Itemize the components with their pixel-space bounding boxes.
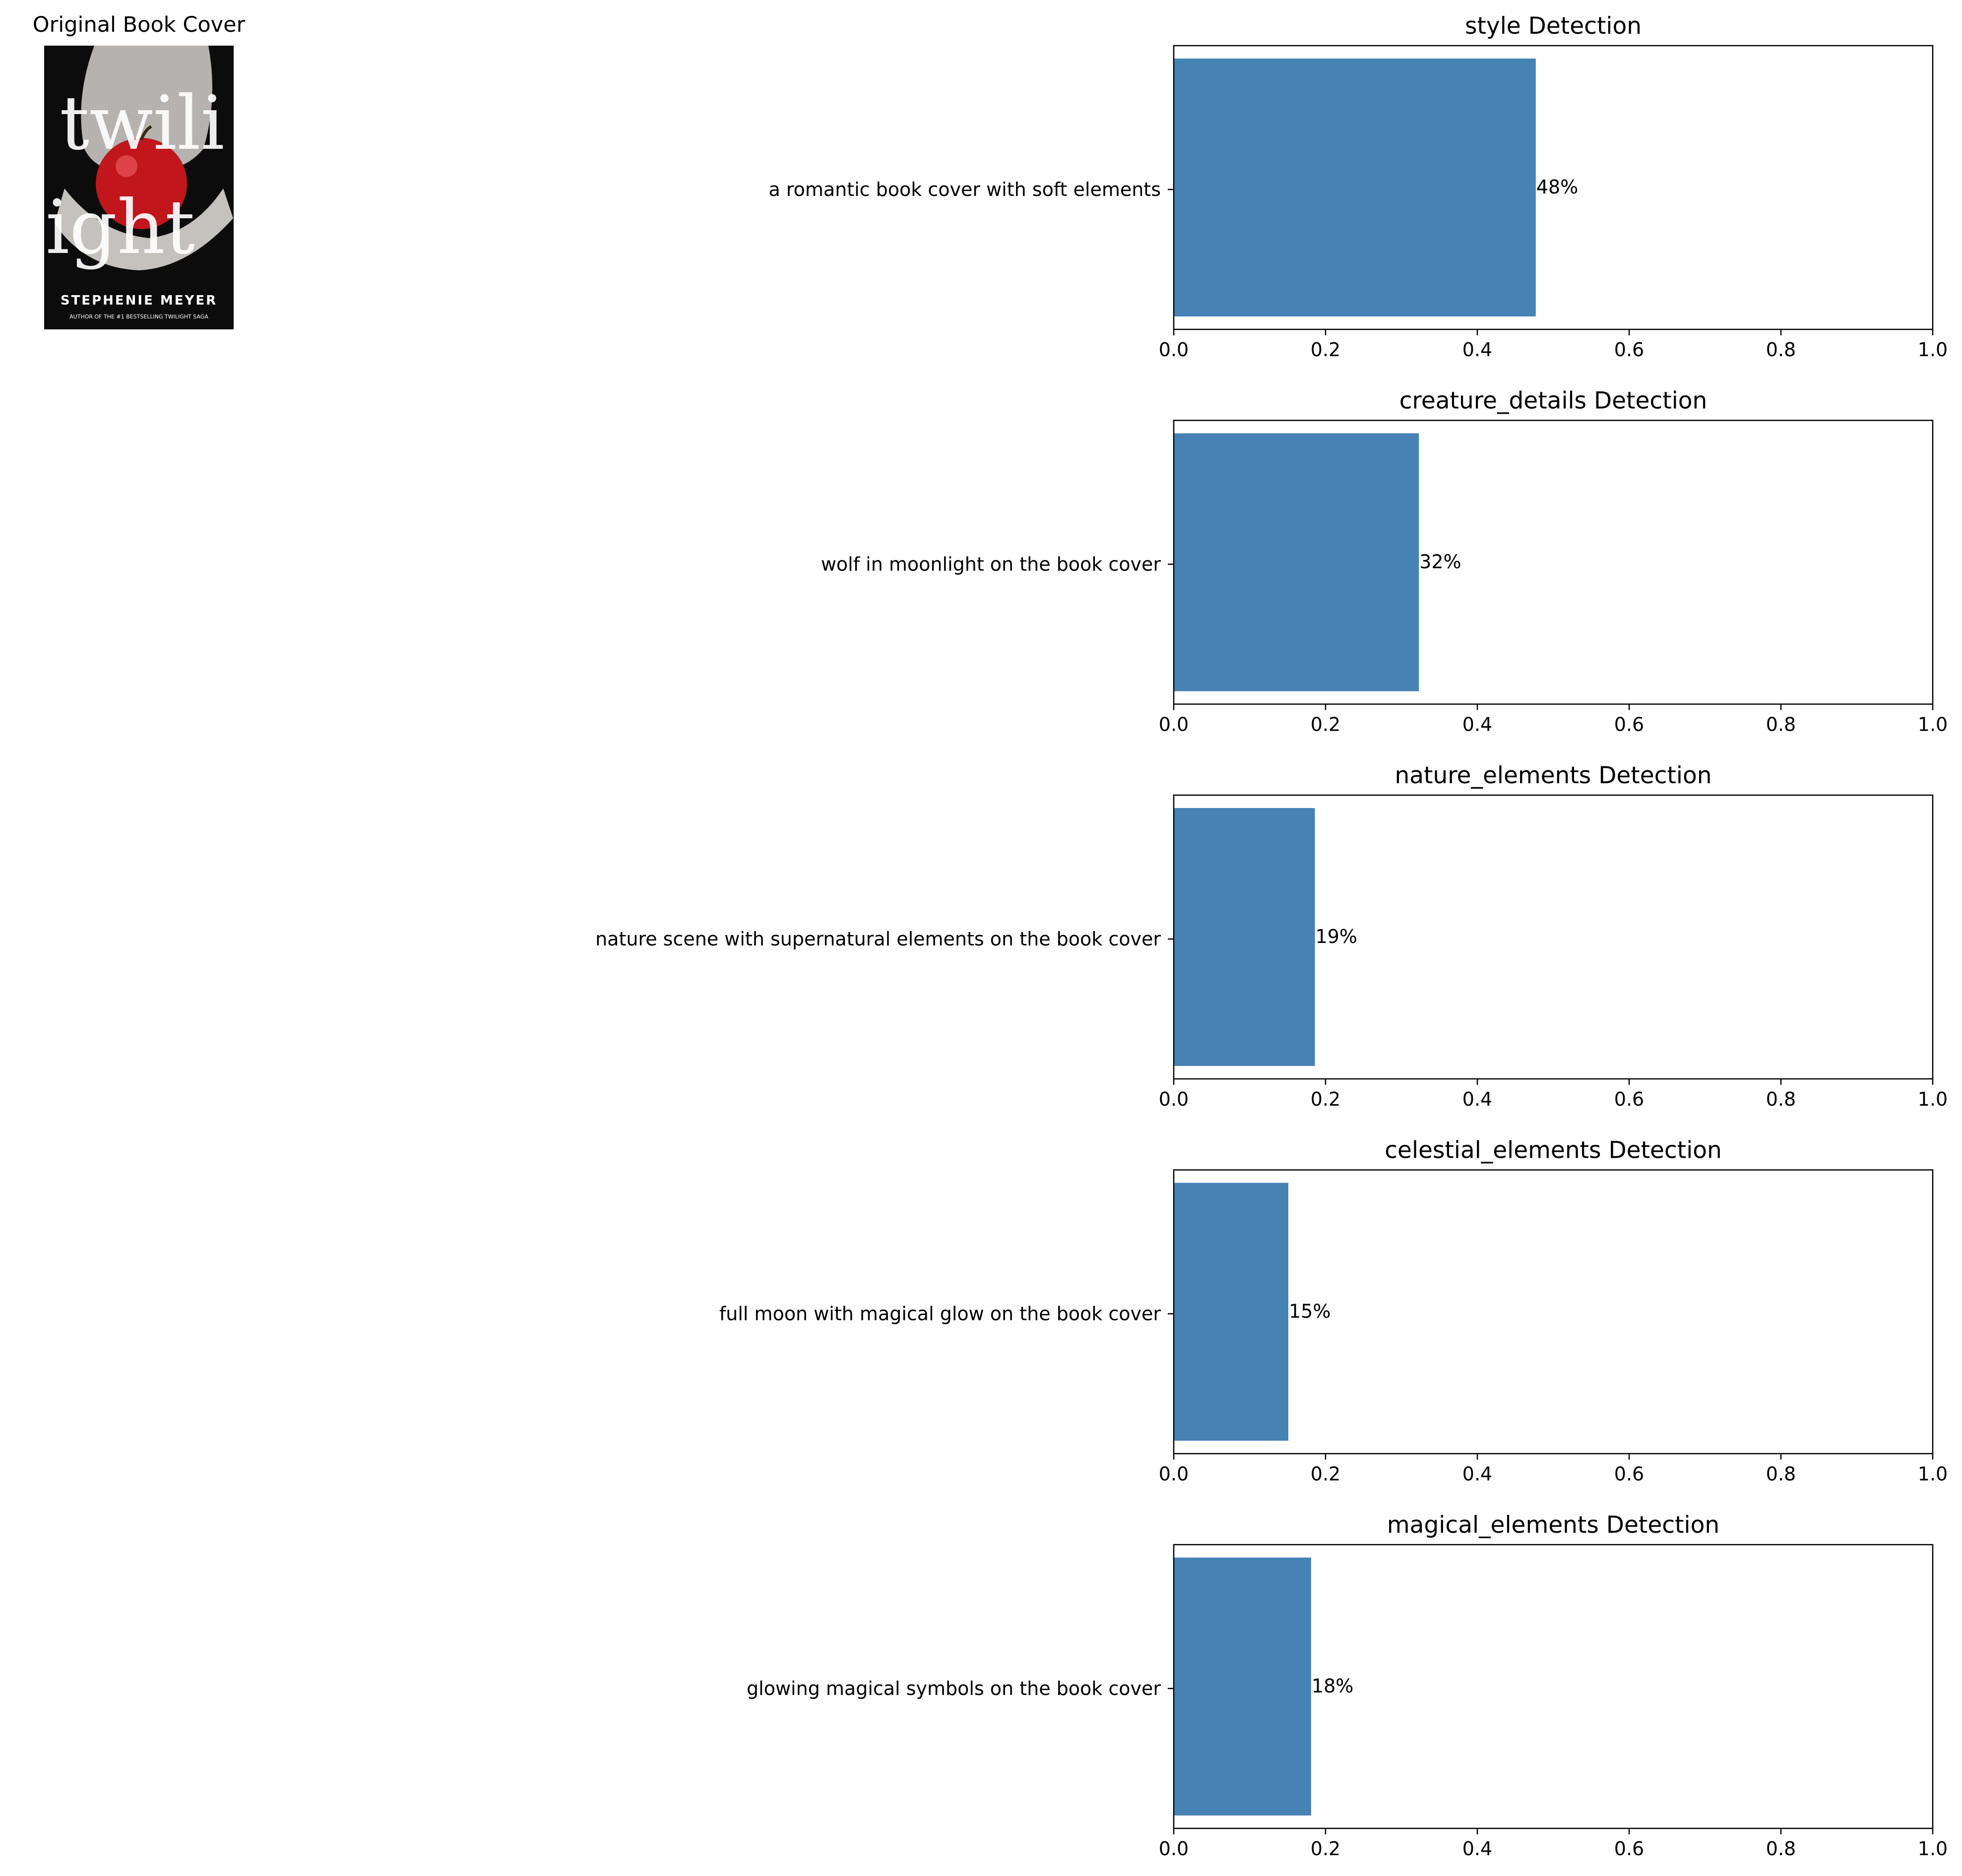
bar (1174, 1558, 1311, 1815)
x-tick-label: 0.8 (1766, 714, 1796, 736)
cover-author: STEPHENIE MEYER (61, 293, 217, 308)
bar (1174, 1183, 1289, 1441)
category-label: a romantic book cover with soft elements (768, 179, 1161, 200)
x-tick-label: 1.0 (1918, 339, 1948, 361)
x-tick-label: 0.4 (1462, 1838, 1492, 1860)
x-tick-label: 0.6 (1614, 1088, 1644, 1110)
chart-title: magical_elements Detection (1387, 1511, 1719, 1539)
chart-title: celestial_elements Detection (1385, 1137, 1722, 1164)
x-tick-label: 0.4 (1462, 1088, 1492, 1110)
chart-5: magical_elements Detection 18% glowing mag… (747, 1511, 1948, 1860)
chart-2: creature_details Detection 32% wolf in moo… (821, 387, 1948, 736)
x-tick-label: 0.2 (1311, 714, 1340, 736)
x-tick-label: 0.2 (1311, 1088, 1340, 1110)
x-tick-label: 0.8 (1766, 1838, 1796, 1860)
x-tick-label: 0.2 (1311, 1463, 1340, 1485)
bar (1174, 808, 1315, 1066)
x-tick-label: 1.0 (1918, 714, 1948, 736)
bar-value-label: 32% (1419, 551, 1461, 573)
bar-value-label: 19% (1316, 926, 1357, 947)
detection-charts: style Detection 48% a romantic book cover … (595, 12, 1948, 1860)
x-tick-label: 1.0 (1918, 1088, 1948, 1110)
bar-value-label: 48% (1536, 176, 1578, 198)
x-tick-label: 1.0 (1918, 1463, 1948, 1485)
plot-frame (1173, 1169, 1934, 1454)
category-label: nature scene with supernatural elements … (595, 928, 1161, 950)
bar (1174, 433, 1419, 691)
chart-3: nature_elements Detection 19% nature scene… (595, 762, 1948, 1110)
bar-value-label: 18% (1312, 1675, 1353, 1697)
x-tick-label: 0.4 (1462, 714, 1492, 736)
plot-frame (1173, 1544, 1934, 1829)
plot-frame (1173, 420, 1934, 705)
bar (1174, 59, 1536, 316)
x-tick-label: 0.8 (1766, 339, 1796, 361)
x-tick-label: 0.0 (1159, 1838, 1189, 1860)
x-tick-label: 0.0 (1159, 1463, 1189, 1485)
chart-4: celestial_elements Detection 15% full moon… (719, 1137, 1948, 1485)
cover-tagline: AUTHOR OF THE #1 BESTSELLING TWILIGHT SA… (69, 313, 208, 320)
book-cover-panel: Original Book Cover twili ight STEPHENIE… (33, 12, 246, 329)
bar-value-label: 15% (1289, 1301, 1330, 1322)
x-tick-label: 0.0 (1159, 714, 1189, 736)
x-tick-label: 0.0 (1159, 339, 1189, 361)
chart-title: creature_details Detection (1399, 387, 1708, 415)
category-label: wolf in moonlight on the book cover (821, 554, 1161, 575)
x-tick-label: 0.2 (1311, 1838, 1340, 1860)
x-tick-label: 0.8 (1766, 1088, 1796, 1110)
cover-title: Original Book Cover (33, 12, 246, 37)
chart-1: style Detection 48% a romantic book cover … (768, 12, 1948, 361)
category-label: glowing magical symbols on the book cove… (747, 1678, 1161, 1699)
chart-title: nature_elements Detection (1394, 762, 1711, 789)
chart-title: style Detection (1465, 12, 1642, 40)
x-tick-label: 0.6 (1614, 339, 1644, 361)
book-cover-image: twili ight STEPHENIE MEYER AUTHOR OF THE… (44, 46, 234, 329)
x-tick-label: 0.4 (1462, 1463, 1492, 1485)
cover-word-bottom: ight (46, 185, 195, 271)
plot-frame (1173, 45, 1934, 330)
x-tick-label: 0.6 (1614, 1838, 1644, 1860)
x-tick-label: 0.8 (1766, 1463, 1796, 1485)
x-tick-label: 0.4 (1462, 339, 1492, 361)
x-tick-label: 0.2 (1311, 339, 1340, 361)
x-tick-label: 0.6 (1614, 1463, 1644, 1485)
category-label: full moon with magical glow on the book … (719, 1303, 1161, 1325)
x-tick-label: 0.0 (1159, 1088, 1189, 1110)
plot-frame (1173, 794, 1934, 1080)
x-tick-label: 0.6 (1614, 714, 1644, 736)
x-tick-label: 1.0 (1918, 1838, 1948, 1860)
cover-word-top: twili (60, 80, 225, 167)
